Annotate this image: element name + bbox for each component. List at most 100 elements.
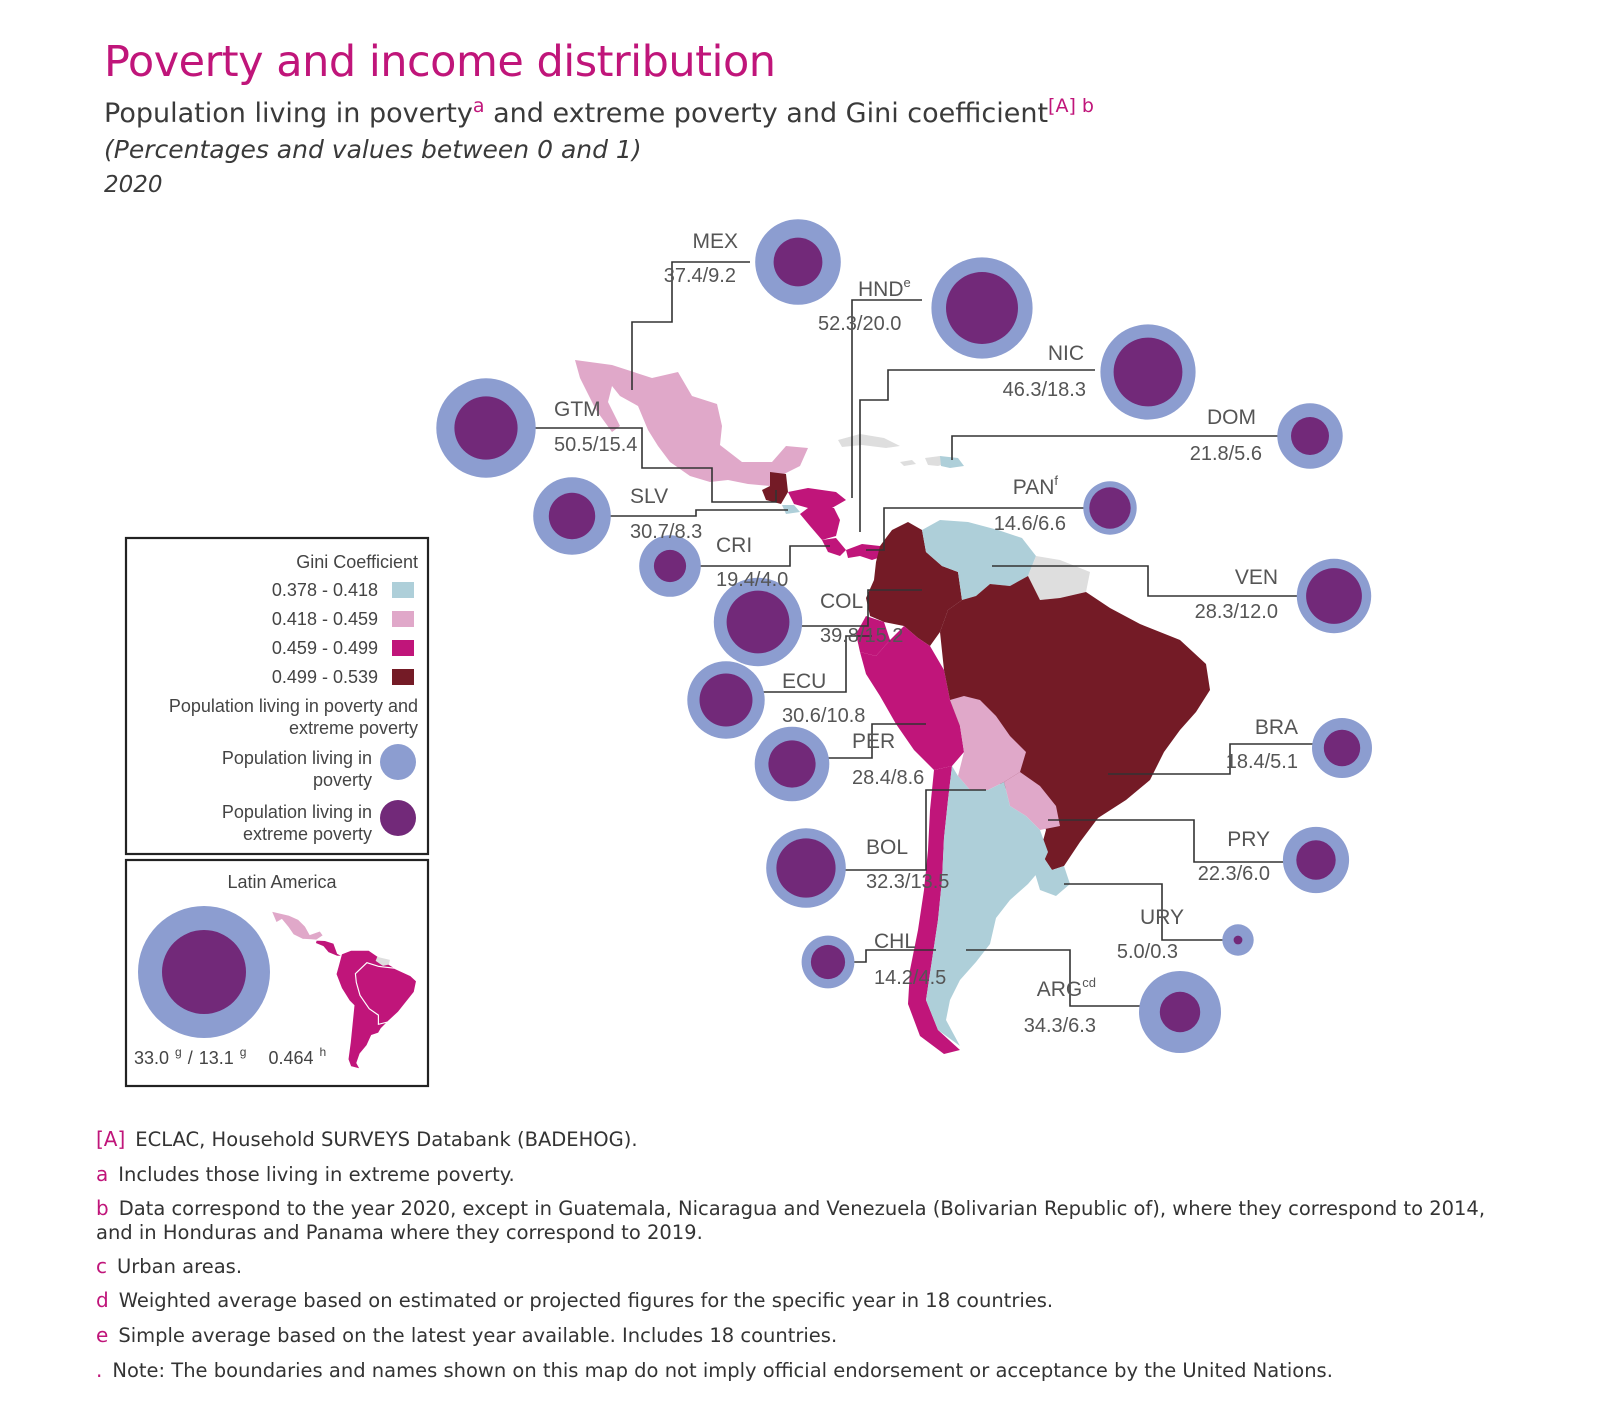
footnote-text: Simple average based on the latest year … <box>118 1323 838 1347</box>
footnote-text: ECLAC, Household SURVEYS Databank (BADEH… <box>135 1128 638 1151</box>
leader-lines <box>490 261 1336 1007</box>
bubble-mex <box>755 219 841 305</box>
footnote-marker: d <box>96 1288 109 1313</box>
legend-poverty-label-2: poverty <box>313 770 372 790</box>
bubble-cri <box>639 535 701 597</box>
label-bra-value: 18.4/5.1 <box>1226 751 1298 773</box>
label-dom-code: DOM <box>1207 406 1256 429</box>
leader-line-mex <box>631 261 750 390</box>
bubble-nic-extreme <box>1113 337 1183 407</box>
bubble-col-extreme <box>726 590 790 654</box>
label-cri-code: CRI <box>716 534 752 557</box>
panama-shape <box>846 544 884 560</box>
legend-gini-class-3-label: 0.459 - 0.499 <box>272 638 378 658</box>
leader-line-cri <box>658 545 830 567</box>
legend-gini-class-4-swatch <box>392 669 414 685</box>
label-gtm-code: GTM <box>554 398 601 421</box>
country-bubbles <box>436 219 1372 1053</box>
figure-units: (Percentages and values between 0 and 1) <box>104 135 642 165</box>
legend-gini-class-1-swatch <box>392 582 414 598</box>
legend-gini-class-4-label: 0.499 - 0.539 <box>272 667 378 687</box>
legend-box: Gini Coefficient 0.378 - 0.418 0.418 - 0… <box>124 536 430 856</box>
el-salvador-shape <box>782 505 800 514</box>
bubble-hnd <box>931 257 1033 359</box>
label-arg-code: ARGcd <box>1037 975 1096 1001</box>
label-ven-value: 28.3/12.0 <box>1195 601 1278 623</box>
leader-line-ven <box>992 565 1318 597</box>
footnote-a: a Includes those living in extreme povert… <box>96 1162 1516 1187</box>
label-col-value: 39.8/15.2 <box>820 625 903 647</box>
leader-line-arg <box>966 949 1178 1007</box>
bubble-ven <box>1296 558 1372 634</box>
legend-extreme-label-1: Population living in <box>222 802 372 822</box>
leader-line-slv <box>572 509 788 517</box>
footnote-text: Weighted average based on estimated or p… <box>118 1289 1054 1313</box>
guatemala-shape <box>762 472 788 504</box>
footnote-marker: . <box>96 1357 103 1382</box>
bubble-slv-extreme <box>548 492 596 540</box>
footnote-text: Urban areas. <box>117 1254 243 1278</box>
legend-poverty-label-1: Population living in <box>222 748 372 768</box>
dominican-republic-shape <box>940 456 964 468</box>
footnote-b: b Data correspond to the year 2020, excep… <box>96 1196 1516 1244</box>
label-mex-value: 37.4/9.2 <box>664 265 736 287</box>
label-gtm-value: 50.5/15.4 <box>554 434 637 456</box>
leader-line-ury <box>1064 883 1236 941</box>
nicaragua-shape <box>800 508 840 540</box>
bubble-ven-extreme <box>1306 568 1362 624</box>
label-hnd-value: 52.3/20.0 <box>818 313 901 335</box>
leader-line-pan <box>866 507 1100 551</box>
leader-line-gtm <box>490 427 777 503</box>
subtitle-footnote-ab: [A] b <box>1048 95 1094 118</box>
inset-mini-map <box>270 910 418 1070</box>
subtitle-mid: and extreme poverty and Gini coefficient <box>484 98 1049 130</box>
bubble-mex-extreme <box>773 237 823 287</box>
legend-extreme-label-2: extreme poverty <box>243 824 372 844</box>
leader-line-bol <box>806 789 986 871</box>
label-cri-value: 19.4/4.0 <box>716 569 788 591</box>
legend-frame <box>124 536 430 856</box>
label-slv-value: 30.7/8.3 <box>630 521 702 543</box>
bubble-ury-extreme <box>1233 935 1243 945</box>
legend-circles-title-2: extreme poverty <box>289 718 418 738</box>
figure-subtitle: Population living in povertya and extrem… <box>104 95 1094 129</box>
bubble-pry-extreme <box>1296 840 1336 880</box>
label-bol-code: BOL <box>866 836 908 859</box>
legend-extreme-circle <box>380 800 416 836</box>
bubble-arg <box>1139 971 1221 1053</box>
bubble-bra-extreme <box>1323 729 1361 767</box>
bolivia-shape <box>950 696 1026 790</box>
legend-poverty-circle <box>380 744 416 780</box>
label-ven-code: VEN <box>1235 566 1278 589</box>
bubble-bol <box>766 828 846 908</box>
bubble-gtm <box>436 378 536 478</box>
leader-line-dom <box>951 435 1290 460</box>
label-mex-code: MEX <box>692 230 738 253</box>
bubble-bol-extreme <box>776 838 836 898</box>
footnote-text: Data correspond to the year 2020, except… <box>96 1197 1486 1244</box>
chile-shape <box>908 766 960 1054</box>
leader-line-col <box>760 589 922 627</box>
footnote-text: Note: The boundaries and names shown on … <box>112 1358 1333 1382</box>
footnote-boundaries: . Note: The boundaries and names shown on… <box>96 1357 1516 1383</box>
colombia-shape <box>866 522 962 646</box>
cuba-shape <box>838 434 900 448</box>
label-pan-code: PANf <box>1013 473 1059 499</box>
inset-values: 33.0 g/13.1 g 0.464 h <box>134 1045 326 1068</box>
legend-gini-title: Gini Coefficient <box>296 552 418 572</box>
label-bol-value: 32.3/13.5 <box>866 871 949 893</box>
footnote-d: d Weighted average based on estimated or … <box>96 1289 1516 1313</box>
inset-extreme-circle <box>162 930 246 1014</box>
label-ury-code: URY <box>1140 906 1184 929</box>
brazil-shape <box>940 576 1210 870</box>
paraguay-shape <box>1004 772 1060 830</box>
honduras-shape <box>788 488 846 508</box>
argentina-shape <box>926 766 1048 1046</box>
leader-line-hnd <box>851 299 922 498</box>
legend-gini-class-1-label: 0.378 - 0.418 <box>272 580 378 600</box>
leader-line-bra <box>1108 743 1336 775</box>
venezuela-shape <box>922 520 1036 600</box>
label-per-code: PER <box>852 730 895 753</box>
label-ury-value: 5.0/0.3 <box>1117 941 1178 963</box>
